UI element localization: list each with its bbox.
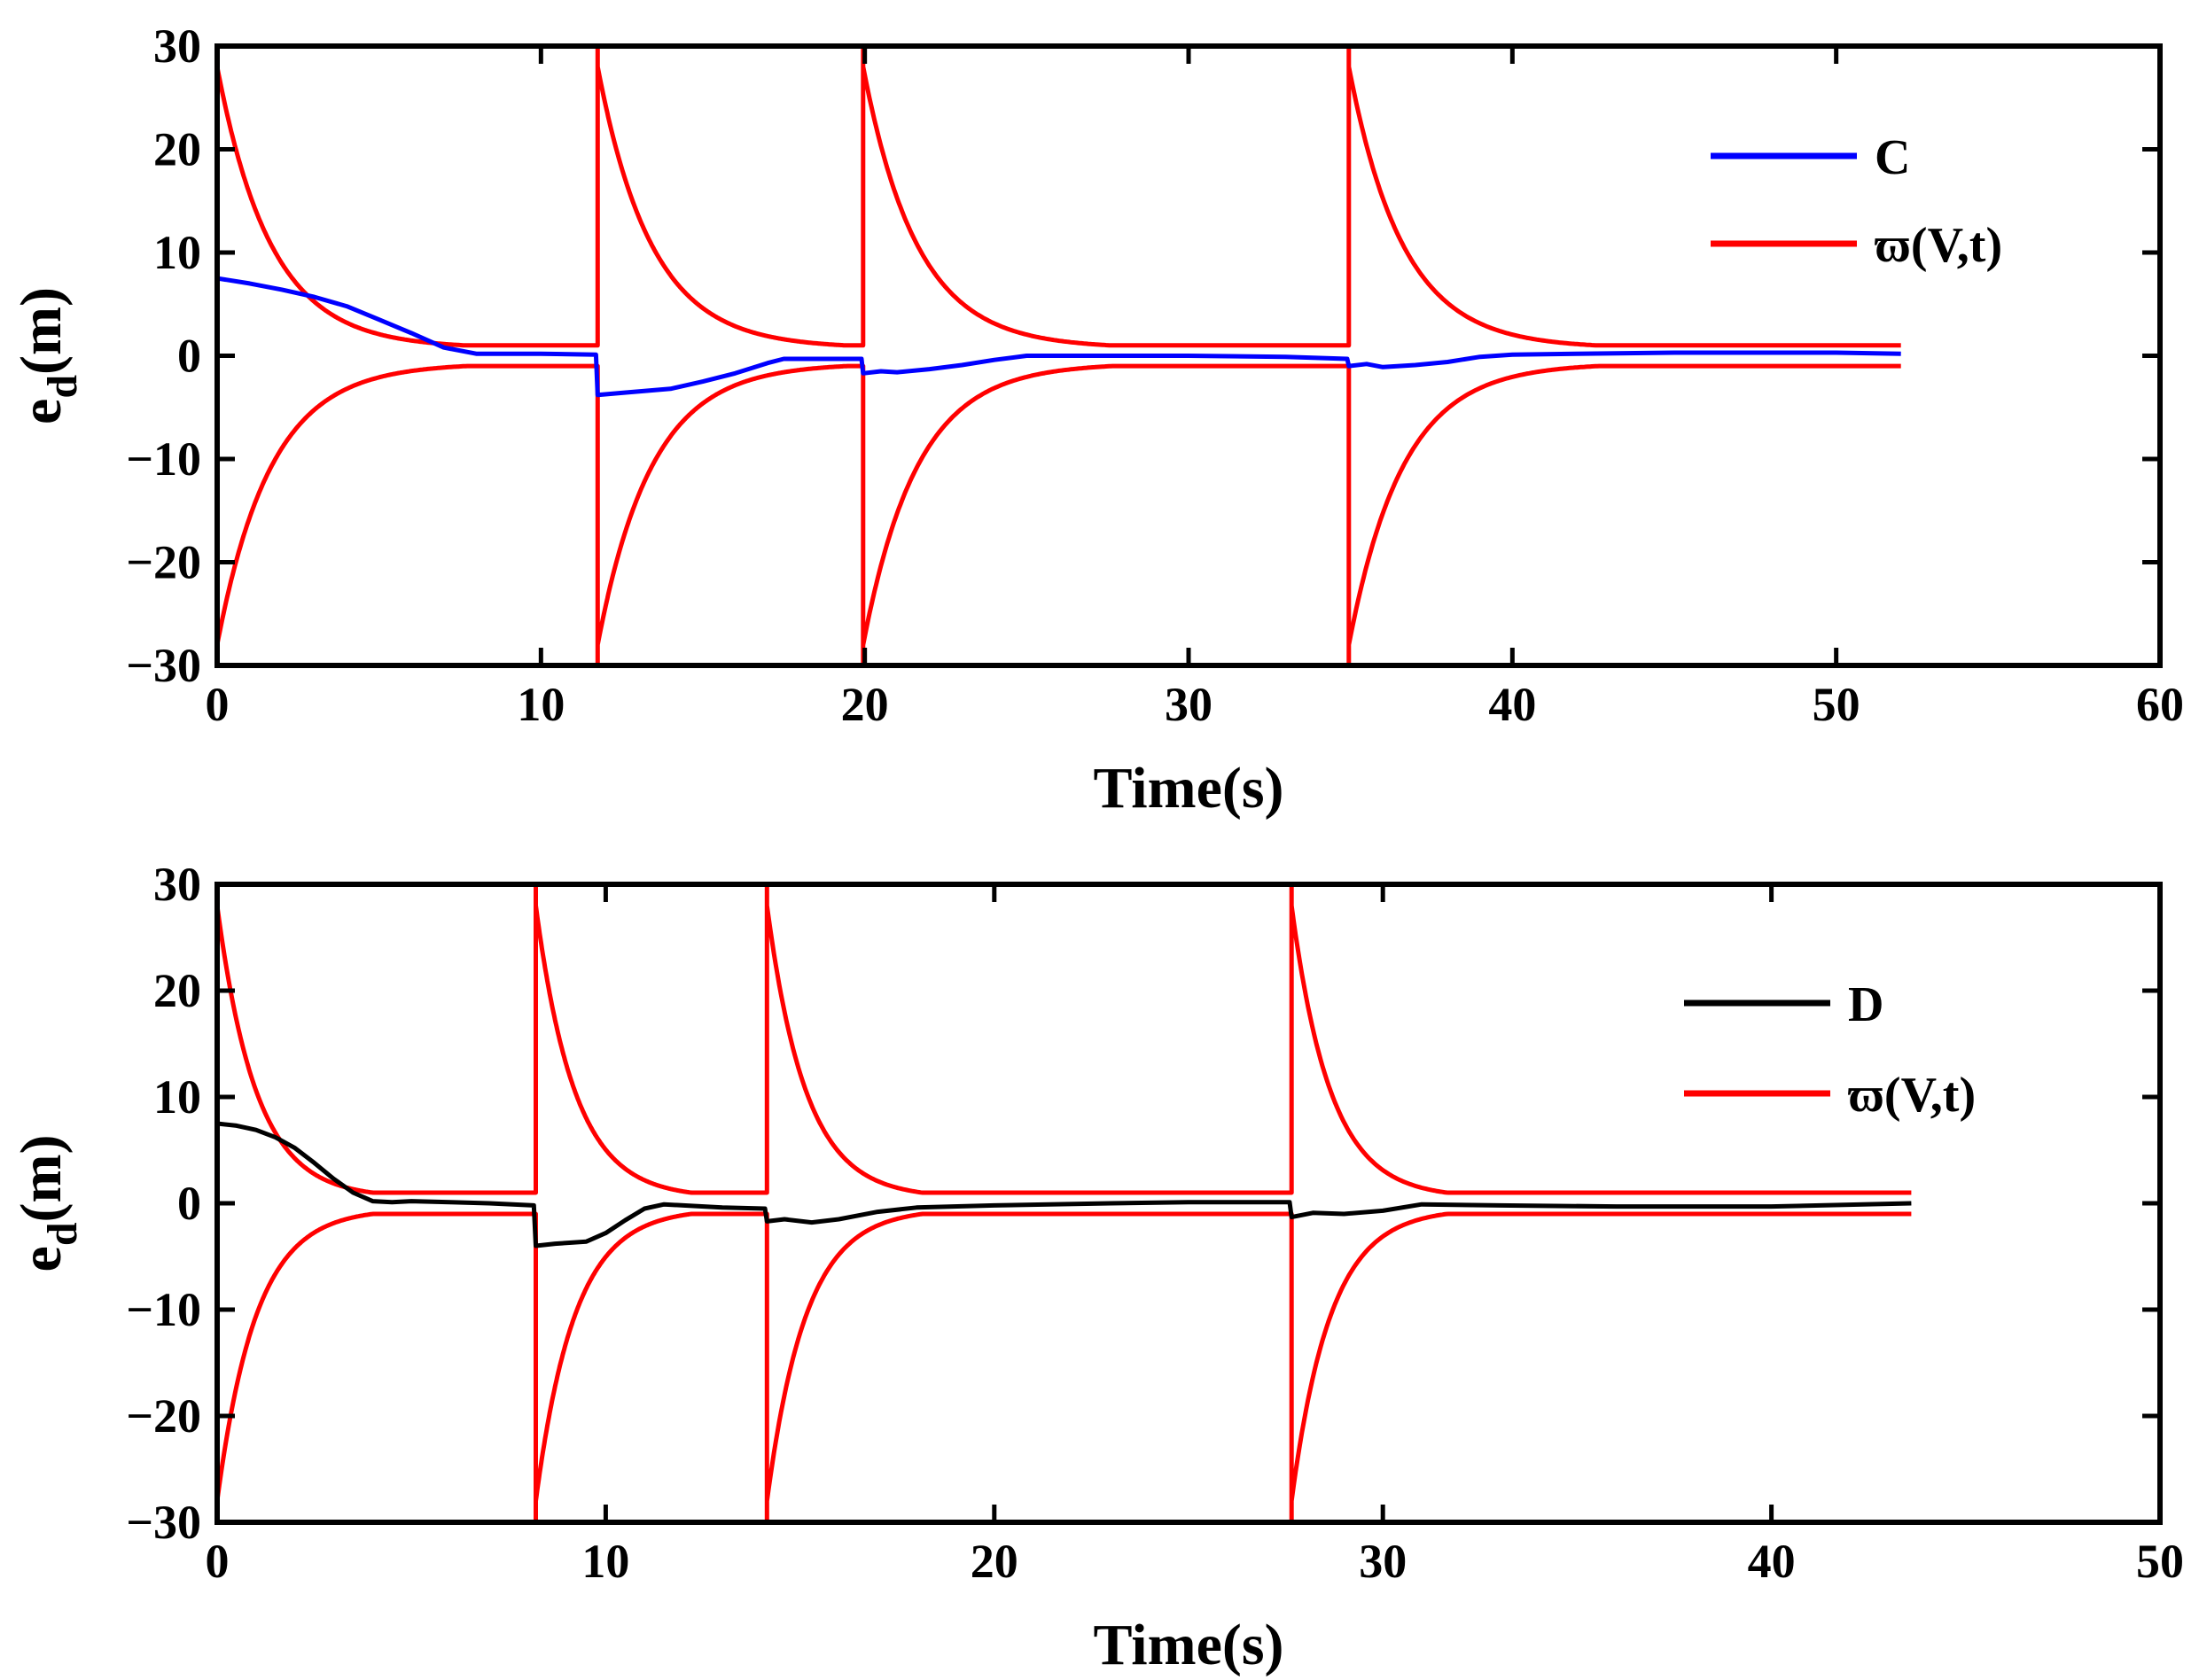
bottom-legend: Dϖ(V,t) bbox=[1684, 977, 1976, 1123]
top-y-tick-label: 30 bbox=[153, 19, 201, 73]
top-y-tick-label: −20 bbox=[126, 536, 201, 589]
top-y-tick-label: 0 bbox=[177, 330, 201, 383]
bottom-x-tick-label: 10 bbox=[581, 1535, 629, 1588]
bottom-y-tick-label: 30 bbox=[153, 858, 201, 911]
bottom-bound-upper-line bbox=[217, 884, 1912, 1195]
top-x-tick-label: 20 bbox=[841, 678, 889, 731]
top-x-tick-label: 60 bbox=[2136, 678, 2184, 731]
bottom-x-tick-label: 0 bbox=[206, 1535, 230, 1588]
bottom-plot-area bbox=[217, 884, 1912, 1522]
top-y-tick-label: 10 bbox=[153, 226, 201, 279]
top-x-tick-label: 0 bbox=[206, 678, 230, 731]
bottom-x-axis-label: Time(s) bbox=[1093, 1613, 1283, 1677]
top-x-tick-label: 50 bbox=[1813, 678, 1860, 731]
chart-top: 0 10 20 30 40 50 60 30 20 10 0 −10 −20 −30 Time(s) ed(m… bbox=[9, 19, 2184, 821]
chart-bottom: 0 10 20 30 40 50 30 20 10 0 −10 −20 −30 Time(s) ed(m) D… bbox=[9, 858, 2184, 1677]
top-bound-lower-line bbox=[217, 363, 1902, 665]
bottom-y-tick-label: −10 bbox=[126, 1283, 201, 1336]
top-y-axis-label: ed(m) bbox=[9, 287, 86, 424]
bottom-legend-label: ϖ(V,t) bbox=[1848, 1068, 1976, 1123]
bottom-legend-label: D bbox=[1848, 977, 1883, 1032]
bottom-series-d-line bbox=[217, 1121, 1912, 1248]
bottom-bound-lower-line bbox=[217, 1211, 1912, 1522]
top-x-axis-label: Time(s) bbox=[1093, 756, 1283, 821]
bottom-x-tick-label: 40 bbox=[1748, 1535, 1796, 1588]
top-legend-label: C bbox=[1875, 130, 1910, 185]
bottom-y-tick-label: 10 bbox=[153, 1070, 201, 1124]
top-x-tick-label: 10 bbox=[517, 678, 565, 731]
top-x-tick-label: 40 bbox=[1488, 678, 1536, 731]
top-plot-area bbox=[217, 46, 1902, 665]
top-legend: Cϖ(V,t) bbox=[1711, 130, 2002, 273]
bottom-y-tick-label: −20 bbox=[126, 1389, 201, 1443]
bottom-x-tick-label: 20 bbox=[971, 1535, 1018, 1588]
bottom-y-tick-label: −30 bbox=[126, 1496, 201, 1549]
bottom-x-tick-label: 50 bbox=[2136, 1535, 2184, 1588]
top-y-tick-label: 20 bbox=[153, 123, 201, 176]
top-bound-upper-line bbox=[217, 46, 1902, 348]
bottom-x-tick-label: 30 bbox=[1359, 1535, 1407, 1588]
top-x-tick-label: 30 bbox=[1165, 678, 1213, 731]
bottom-y-tick-label: 0 bbox=[177, 1177, 201, 1230]
top-legend-label: ϖ(V,t) bbox=[1875, 218, 2002, 273]
top-y-tick-label: −10 bbox=[126, 432, 201, 486]
top-y-tick-label: −30 bbox=[126, 639, 201, 692]
bottom-y-axis-label: ed(m) bbox=[9, 1135, 86, 1272]
top-series-c-line bbox=[217, 276, 1901, 398]
bottom-y-tick-label: 20 bbox=[153, 964, 201, 1017]
